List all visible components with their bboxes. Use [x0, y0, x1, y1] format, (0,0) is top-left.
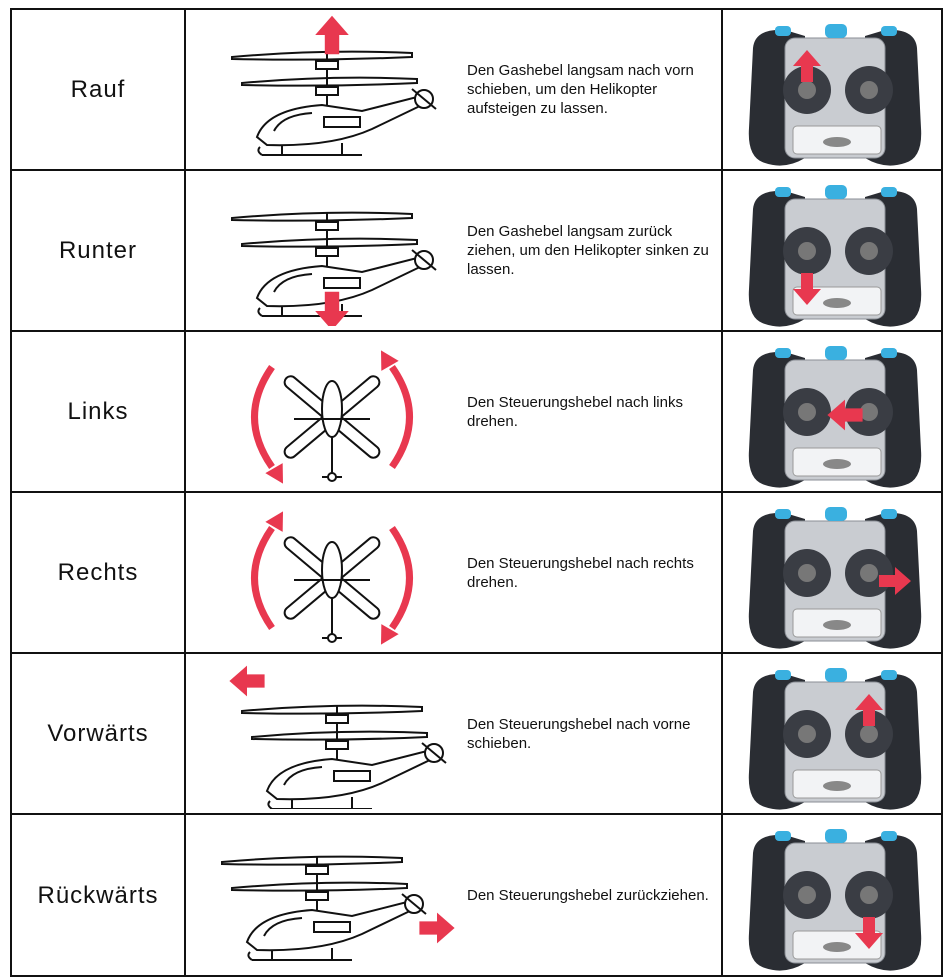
table-row: Rückwärts Den Steuerungshebel zurückzieh…	[12, 815, 941, 976]
helicopter-illustration	[229, 665, 447, 809]
controller-cell	[721, 171, 943, 330]
action-label: Links	[12, 332, 186, 491]
controller-image	[748, 507, 922, 649]
controller-image	[748, 185, 922, 327]
action-label: Rückwärts	[12, 815, 186, 976]
instruction-text: Den Gashebel langsam nach vorn schieben,…	[467, 62, 694, 117]
action-label: Vorwärts	[12, 654, 186, 813]
table-row: Runter Den Gashebel langsam zurück ziehe…	[12, 171, 941, 332]
helicopter-illustration	[231, 211, 437, 326]
instruction-text: Den Steuerungshebel zurückziehen.	[467, 887, 709, 904]
instruction-text: Den Steuerungshebel nach links drehen.	[467, 393, 683, 430]
controller-image	[748, 24, 922, 166]
table-row: Vorwärts Den Steuerungshebel nach vorne …	[12, 654, 941, 815]
controller-cell	[721, 654, 943, 813]
instruction-text: Den Gashebel langsam zurück ziehen, um d…	[467, 223, 709, 278]
instruction-table: Rauf Den Gashebel langsam nach vorn schi…	[10, 8, 943, 977]
action-label: Rechts	[12, 493, 186, 652]
action-label: Rauf	[12, 10, 186, 169]
helicopter-illustration	[221, 855, 455, 961]
table-row: Rechts Den Steuerungshebel nach rechts d…	[12, 493, 941, 654]
instruction-text: Den Steuerungshebel nach rechts drehen.	[467, 554, 694, 591]
controller-image	[748, 668, 922, 810]
controller-cell	[721, 815, 943, 976]
table-row: Links Den Steuerungshebel nach links dre…	[12, 332, 941, 493]
controller-image	[748, 346, 922, 488]
helicopter-illustration	[231, 15, 437, 156]
controller-image	[748, 829, 922, 971]
instruction-text: Den Steuerungshebel nach vorne schieben.	[467, 715, 691, 752]
controller-cell	[721, 10, 943, 169]
controller-cell	[721, 493, 943, 652]
helicopter-illustration	[251, 511, 413, 645]
action-label: Runter	[12, 171, 186, 330]
table-row: Rauf Den Gashebel langsam nach vorn schi…	[12, 10, 941, 171]
helicopter-illustration	[251, 350, 413, 484]
controller-cell	[721, 332, 943, 491]
